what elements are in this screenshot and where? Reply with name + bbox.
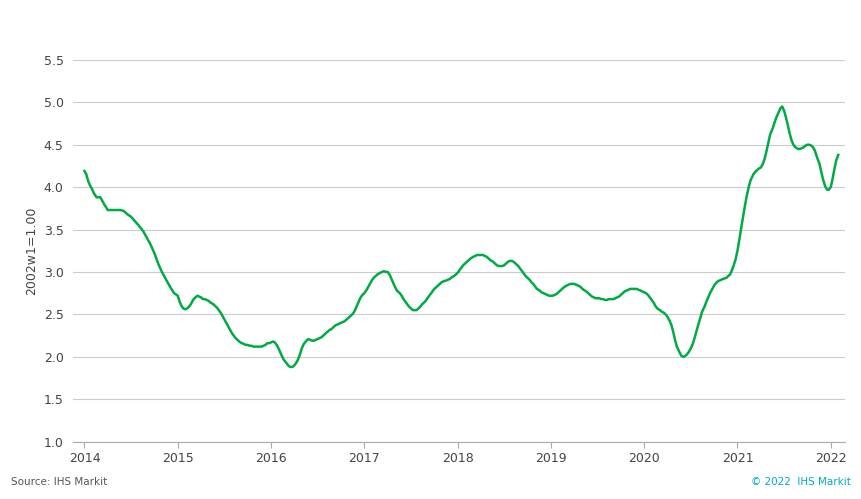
Y-axis label: 2002w1=1.00: 2002w1=1.00 xyxy=(25,207,38,295)
Text: © 2022  IHS Markit: © 2022 IHS Markit xyxy=(750,477,850,487)
Text: Source: IHS Markit: Source: IHS Markit xyxy=(11,477,108,487)
Text: IHS Markit Materials Price Index: IHS Markit Materials Price Index xyxy=(11,20,338,38)
